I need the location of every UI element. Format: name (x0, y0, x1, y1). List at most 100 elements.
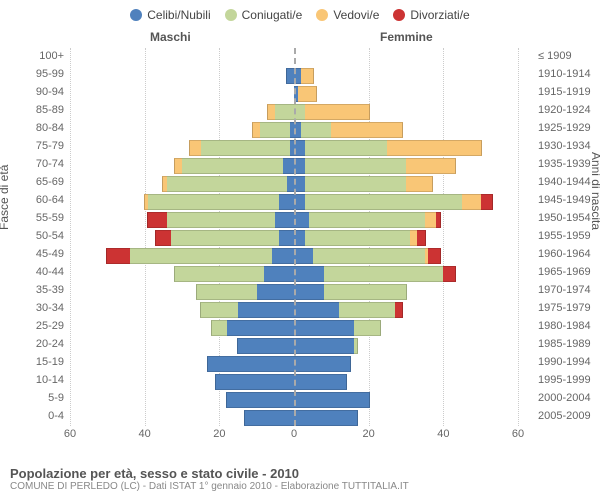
bar-segment (417, 230, 425, 246)
bar-segment (305, 104, 369, 120)
bar-segment (201, 140, 291, 156)
bar-segment (324, 266, 443, 282)
bar-segment (275, 104, 294, 120)
male-bar (147, 212, 294, 226)
legend-item: Divorziati/e (393, 8, 469, 22)
legend-swatch (393, 9, 405, 21)
bar-segment (305, 194, 462, 210)
population-pyramid-chart: Celibi/NubiliConiugati/eVedovi/eDivorzia… (0, 0, 600, 500)
bar-segment (294, 284, 324, 300)
male-bar (200, 302, 294, 316)
birth-label: 1960-1964 (534, 248, 600, 260)
bar-segment (147, 212, 167, 228)
bar-segment (272, 248, 294, 264)
age-label: 15-19 (0, 356, 68, 368)
age-label: 35-39 (0, 284, 68, 296)
chart-subtitle: COMUNE DI PERLEDO (LC) - Dati ISTAT 1° g… (10, 481, 409, 492)
female-bar (294, 212, 441, 226)
female-bar (294, 104, 370, 118)
birth-label: 1940-1944 (534, 176, 600, 188)
bar-segment (155, 230, 171, 246)
x-tick: 40 (139, 428, 151, 440)
male-bar (237, 338, 294, 352)
bar-segment (237, 338, 294, 354)
bar-segment (182, 158, 283, 174)
bar-segment (200, 302, 238, 318)
chart-title: Popolazione per età, sesso e stato civil… (10, 466, 409, 481)
bar-segment (305, 230, 410, 246)
bar-segment (279, 230, 294, 246)
birth-label: 2000-2004 (534, 392, 600, 404)
legend-swatch (225, 9, 237, 21)
bar-segment (294, 248, 313, 264)
x-tick: 0 (291, 428, 297, 440)
bar-segment (436, 212, 441, 228)
female-bar (294, 320, 381, 334)
bar-segment (425, 212, 436, 228)
age-label: 55-59 (0, 212, 68, 224)
birth-label: 1950-1954 (534, 212, 600, 224)
age-label: 100+ (0, 50, 68, 62)
female-bar (294, 302, 403, 316)
birth-label: 1945-1949 (534, 194, 600, 206)
male-bar (267, 104, 294, 118)
legend: Celibi/NubiliConiugati/eVedovi/eDivorzia… (0, 0, 600, 22)
bar-segment (238, 302, 294, 318)
birth-label: 1910-1914 (534, 68, 600, 80)
male-header: Maschi (150, 30, 191, 44)
bar-segment (294, 356, 351, 372)
bar-segment (267, 104, 275, 120)
male-bar (215, 374, 294, 388)
birth-label: 1980-1984 (534, 320, 600, 332)
female-bar (294, 374, 347, 388)
bar-segment (130, 248, 272, 264)
bar-segment (481, 194, 493, 210)
x-tick: 20 (213, 428, 225, 440)
age-label: 30-34 (0, 302, 68, 314)
x-tick: 20 (363, 428, 375, 440)
birth-label: 1925-1929 (534, 122, 600, 134)
female-bar (294, 86, 317, 100)
birth-label: 1915-1919 (534, 86, 600, 98)
birth-label: 1970-1974 (534, 284, 600, 296)
bar-segment (443, 266, 455, 282)
male-bar (162, 176, 294, 190)
bar-segment (387, 140, 481, 156)
male-bar (252, 122, 294, 136)
age-label: 70-74 (0, 158, 68, 170)
bar-segment (305, 158, 406, 174)
bar-segment (215, 374, 294, 390)
female-bar (294, 284, 407, 298)
footer: Popolazione per età, sesso e stato civil… (10, 466, 409, 492)
female-bar (294, 230, 426, 244)
age-label: 95-99 (0, 68, 68, 80)
female-bar (294, 392, 370, 406)
age-label: 80-84 (0, 122, 68, 134)
bar-segment (354, 338, 359, 354)
bar-segment (227, 320, 294, 336)
bar-segment (428, 248, 440, 264)
male-bar (286, 68, 294, 82)
bar-segment (189, 140, 201, 156)
bar-segment (196, 284, 257, 300)
birth-label: 2005-2009 (534, 410, 600, 422)
bar-segment (294, 374, 347, 390)
x-tick: 60 (64, 428, 76, 440)
birth-label: 1955-1959 (534, 230, 600, 242)
male-bar (207, 356, 294, 370)
bar-segment (331, 122, 403, 138)
male-bar (106, 248, 294, 262)
female-bar (294, 68, 314, 82)
age-label: 25-29 (0, 320, 68, 332)
legend-swatch (130, 9, 142, 21)
bar-segment (148, 194, 279, 210)
bar-segment (301, 68, 313, 84)
bar-segment (167, 176, 286, 192)
bar-segment (174, 158, 182, 174)
bar-segment (395, 302, 403, 318)
bar-segment (294, 266, 324, 282)
bar-segment (406, 176, 433, 192)
birth-label: 1995-1999 (534, 374, 600, 386)
grid-line (518, 48, 519, 426)
female-bar (294, 158, 456, 172)
